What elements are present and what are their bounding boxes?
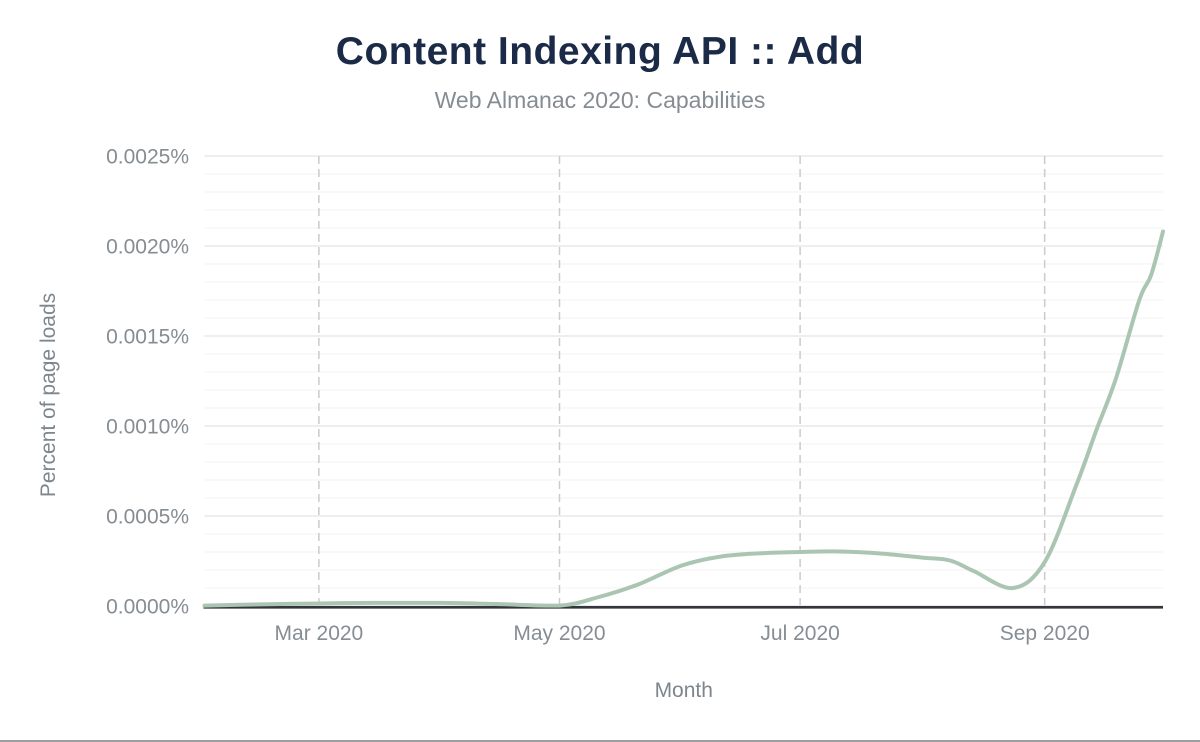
- y-tick-label: 0.0015%: [106, 326, 189, 349]
- y-tick-label: 0.0020%: [106, 236, 189, 259]
- y-tick-label: 0.0010%: [106, 416, 189, 439]
- x-axis-title: Month: [655, 679, 713, 702]
- y-tick-label: 0.0005%: [106, 506, 189, 529]
- series-line: [202, 229, 1165, 608]
- x-tick-label: Mar 2020: [275, 622, 364, 645]
- figure-bottom-border: [0, 740, 1200, 742]
- x-tick-label: May 2020: [513, 622, 605, 645]
- chart-title: Content Indexing API :: Add: [335, 30, 865, 73]
- y-axis-title: Percent of page loads: [37, 293, 60, 497]
- chart-subtitle: Web Almanac 2020: Capabilities: [434, 87, 766, 113]
- y-tick-label: 0.0025%: [106, 146, 189, 169]
- x-tick-label: Sep 2020: [1000, 622, 1090, 645]
- y-tick-label: 0.0000%: [106, 595, 189, 618]
- x-tick-label: Jul 2020: [760, 622, 839, 645]
